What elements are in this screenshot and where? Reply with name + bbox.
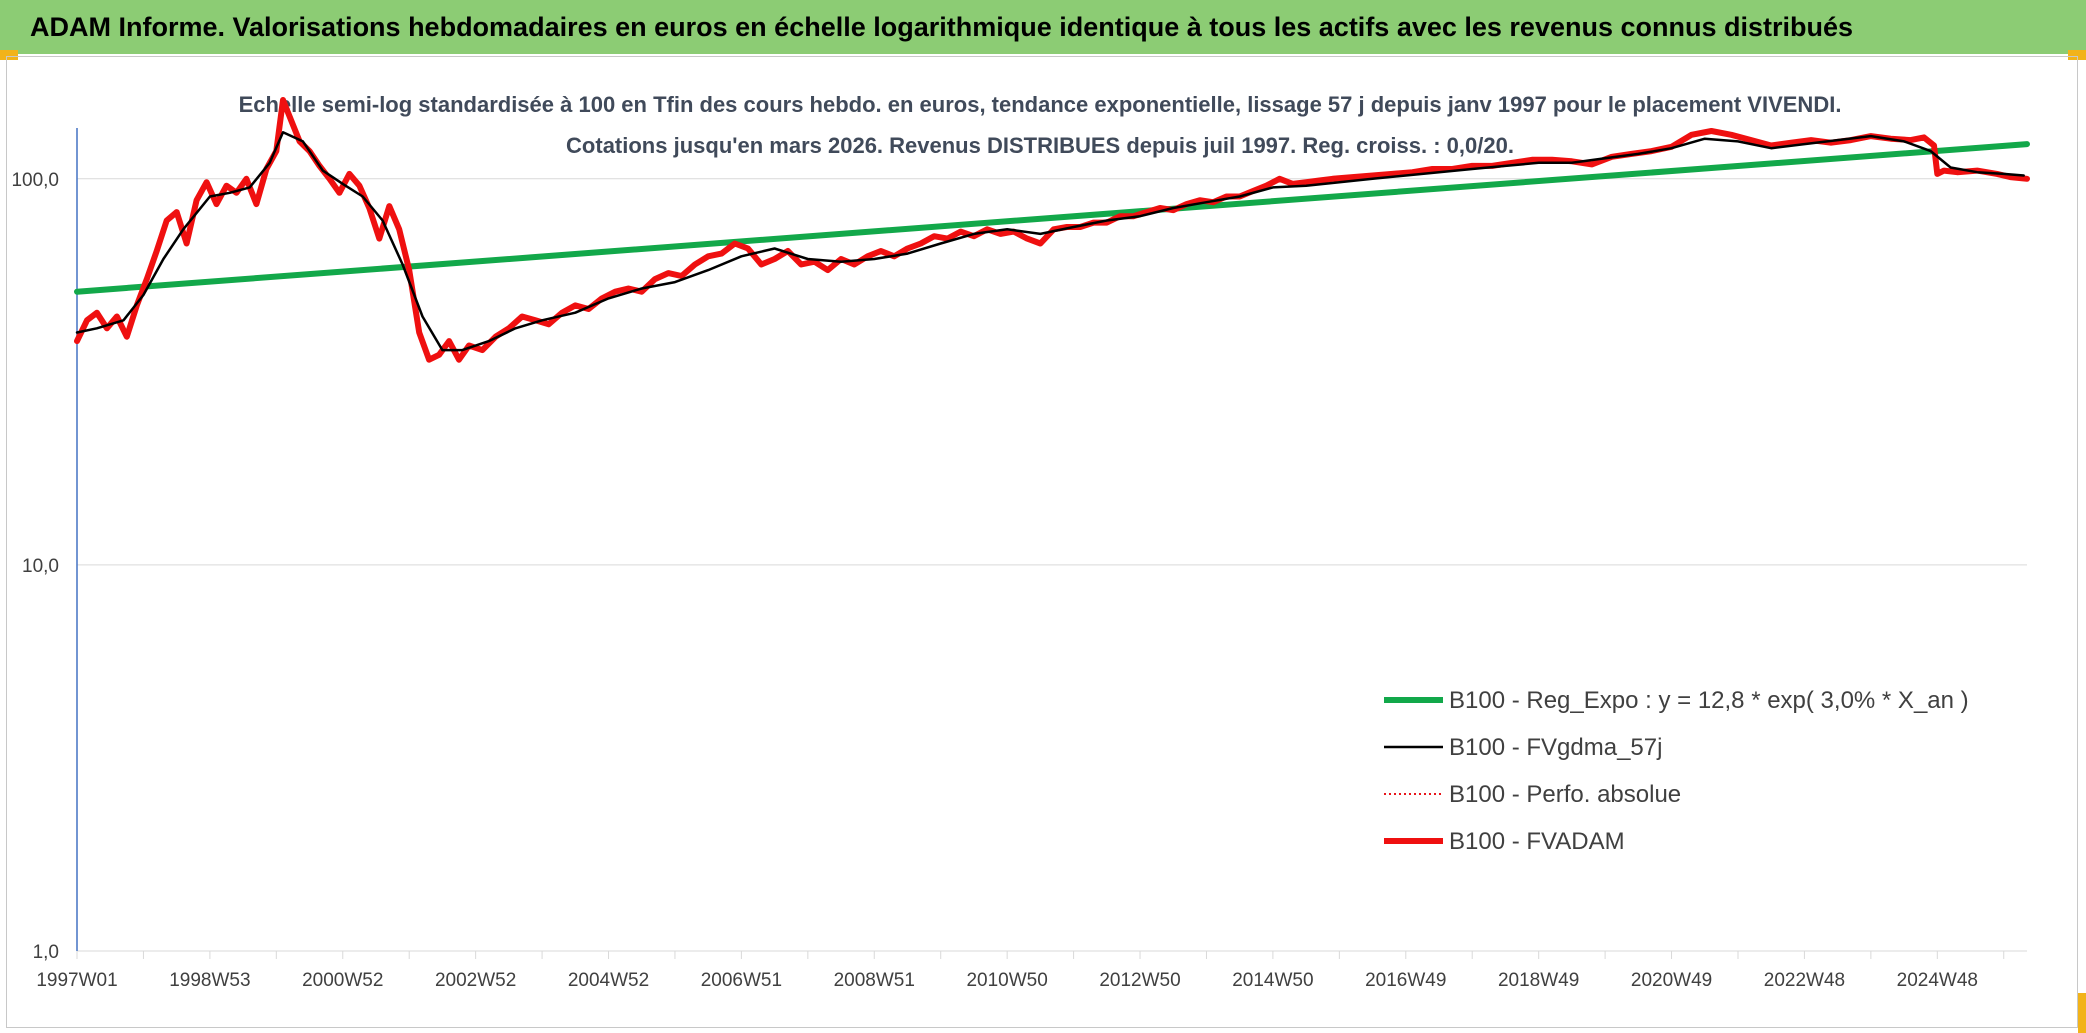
corner-marker-top-left xyxy=(0,50,18,60)
legend-label: B100 - FVgdma_57j xyxy=(1449,734,1662,761)
x-tick-label: 2012W50 xyxy=(1099,970,1180,991)
report-title: ADAM Informe. Valorisations hebdomadaire… xyxy=(30,12,1854,42)
x-tick-label: 2014W50 xyxy=(1232,970,1313,991)
legend: B100 - Reg_Expo : y = 12,8 * exp( 3,0% *… xyxy=(1384,687,1969,855)
legend-label: B100 - FVADAM xyxy=(1449,828,1625,855)
x-tick-label: 2010W50 xyxy=(966,970,1047,991)
legend-label: B100 - Reg_Expo : y = 12,8 * exp( 3,0% *… xyxy=(1449,687,1969,714)
axis-layer: 1,0 10,0 100,0 1997W01 1998W53 2000W52 2002W52… xyxy=(11,128,2027,991)
x-tick-label: 2002W52 xyxy=(435,970,516,991)
x-tick-label: 2016W49 xyxy=(1365,970,1446,991)
legend-label: B100 - Perfo. absolue xyxy=(1449,781,1681,808)
x-tick-label: 2020W49 xyxy=(1631,970,1712,991)
x-tick-label: 1997W01 xyxy=(36,970,117,991)
x-tick-label: 1998W53 xyxy=(169,970,250,991)
series-line-1 xyxy=(75,131,2025,352)
grid-layer xyxy=(77,178,2027,952)
x-tick-label: 2006W51 xyxy=(701,970,782,991)
y-tick-label: 10,0 xyxy=(22,556,59,577)
x-tick-label: 2022W48 xyxy=(1764,970,1845,991)
y-tick-label: 100,0 xyxy=(11,170,59,191)
chart-title: Echelle semi-log standardisée à 100 en T… xyxy=(238,92,1842,158)
y-tick-label: 1,0 xyxy=(33,942,59,963)
x-tick-label: 2004W52 xyxy=(568,970,649,991)
series-layer xyxy=(74,97,2030,363)
corner-marker-bottom-right xyxy=(2078,993,2086,1033)
chart-frame xyxy=(6,56,2078,1028)
series-line-0 xyxy=(74,141,2030,295)
report-title-banner: ADAM Informe. Valorisations hebdomadaire… xyxy=(0,0,2086,54)
x-tick-label: 2024W48 xyxy=(1897,970,1978,991)
series-line-3 xyxy=(74,97,2030,363)
x-tick-label: 2008W51 xyxy=(834,970,915,991)
x-tick-label: 2018W49 xyxy=(1498,970,1579,991)
corner-marker-top-right xyxy=(2068,50,2086,60)
x-tick-label: 2000W52 xyxy=(302,970,383,991)
